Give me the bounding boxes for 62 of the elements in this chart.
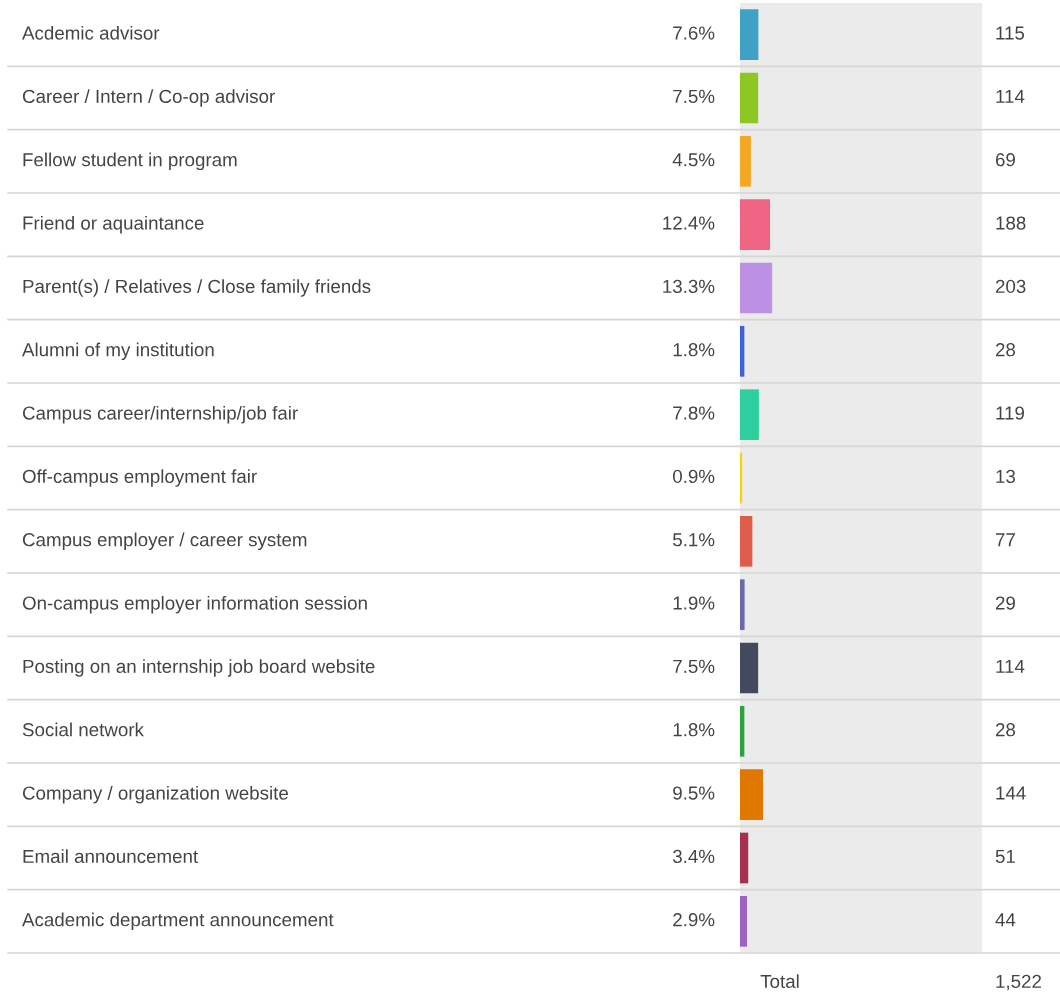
data-label: 7.6%	[673, 26, 715, 40]
bar	[740, 389, 759, 440]
bar	[740, 136, 751, 187]
bar	[740, 896, 748, 947]
text: 188	[996, 216, 1026, 230]
bar	[740, 642, 759, 694]
text: 115	[996, 26, 1025, 40]
bar	[740, 706, 745, 757]
text: 114	[996, 89, 1025, 103]
text: Total	[760, 974, 799, 989]
bar	[740, 262, 773, 314]
y-tick-label: Friend or aquaintance	[23, 215, 204, 234]
y-tick-label: Fellow student in program	[23, 152, 237, 171]
y-tick-label: Acdemic advisor	[22, 25, 160, 40]
y-tick-label: Off-campus employment fair	[22, 469, 257, 487]
data-label: 0.9%	[673, 469, 715, 484]
y-tick-label: Career / Intern / Co-op advisor	[22, 89, 275, 107]
data-label: 1.9%	[673, 596, 715, 610]
y-tick-label: Parent(s) / Relatives / Close family friends	[23, 279, 371, 297]
bar	[740, 452, 743, 504]
text: 1,522	[996, 974, 1041, 991]
y-tick-label: Academic department announcement	[22, 912, 334, 931]
text: 28	[995, 343, 1016, 357]
bar	[740, 72, 759, 124]
bar	[740, 199, 771, 250]
y-tick-label: On-campus employer information session	[22, 595, 367, 614]
text: 203	[995, 279, 1026, 294]
data-label: 1.8%	[673, 723, 715, 737]
data-label: 5.1%	[673, 533, 715, 547]
y-tick-label: Posting on an internship job board website	[23, 659, 375, 677]
data-label: 13.3%	[663, 279, 715, 294]
data-label: 7.8%	[673, 406, 715, 420]
y-tick-label: Company / organization website	[22, 785, 288, 804]
data-label: 3.4%	[672, 849, 715, 864]
y-tick-label: Alumni of my institution	[22, 342, 214, 361]
text: 144	[996, 786, 1026, 800]
data-label: 1.8%	[673, 343, 715, 357]
y-tick-label: Campus career/internship/job fair	[22, 405, 298, 424]
y-tick-label: Campus employer / career system	[22, 532, 307, 551]
text: 29	[995, 596, 1015, 610]
data-label: 9.5%	[673, 786, 715, 800]
bar	[740, 516, 753, 567]
text: 44	[995, 913, 1016, 927]
text: 119	[996, 406, 1025, 420]
data-label: 2.9%	[673, 913, 715, 927]
text: 69	[995, 153, 1015, 167]
bar	[740, 579, 745, 630]
y-tick-label: Social network	[22, 722, 144, 737]
bar	[740, 769, 763, 820]
text: 51	[995, 849, 1015, 864]
data-label: 7.5%	[673, 659, 715, 674]
data-label: 7.5%	[673, 89, 715, 104]
text: 28	[995, 723, 1016, 737]
bar	[740, 9, 759, 60]
bar	[740, 832, 749, 884]
data-label: 4.5%	[672, 153, 715, 167]
bar	[740, 326, 745, 377]
text: 77	[995, 533, 1015, 547]
text: 114	[996, 659, 1025, 673]
y-tick-label: Email announcement	[23, 849, 199, 864]
data-label: 12.4%	[663, 216, 715, 230]
text: 13	[996, 469, 1016, 484]
